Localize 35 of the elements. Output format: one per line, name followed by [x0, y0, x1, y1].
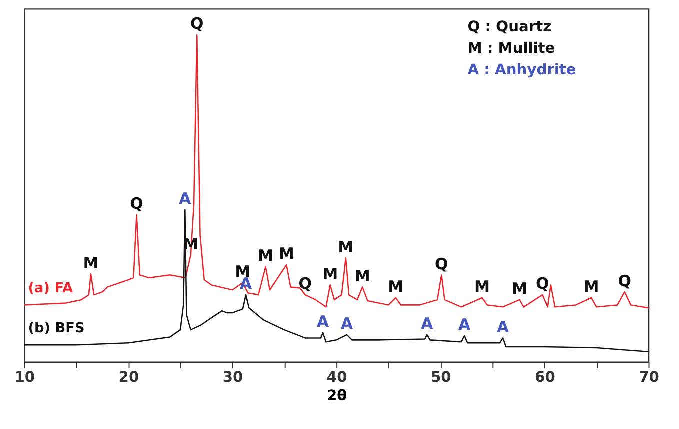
annotation: Q	[190, 15, 204, 34]
annotation: M	[388, 278, 404, 296]
annotation: A : Anhydrite	[468, 61, 576, 78]
x-tick-label: 40	[326, 369, 348, 386]
annotation: Q	[130, 195, 144, 214]
annotation: A	[340, 315, 354, 334]
annotation: M	[354, 267, 370, 286]
annotation: M	[512, 280, 528, 298]
x-tick-label: 30	[222, 369, 244, 386]
annotation: Q	[435, 255, 448, 274]
annotation: A	[497, 318, 510, 336]
annotation: M	[474, 278, 490, 296]
x-axis-title: 2θ	[326, 388, 348, 405]
x-tick-label: 20	[118, 369, 140, 386]
annotation: M	[83, 254, 99, 272]
x-tick-label: 10	[14, 369, 36, 386]
annotation: A	[317, 313, 330, 332]
annotation: M	[258, 247, 274, 266]
series-label: (b) BFS	[28, 320, 85, 336]
annotation: M	[322, 265, 338, 284]
annotation: Q	[618, 272, 632, 290]
annotation: M	[338, 238, 354, 256]
annotation: M	[278, 245, 294, 264]
x-tick-label: 70	[639, 369, 660, 386]
annotation: Q	[536, 275, 550, 294]
annotation: Q : Quartz	[468, 18, 552, 36]
series-label: (a) FA	[28, 280, 74, 297]
x-tick-label: 60	[535, 369, 556, 386]
annotation: Q	[298, 275, 312, 294]
annotation: A	[421, 315, 434, 334]
annotation: M	[584, 278, 600, 296]
x-tick-label: 50	[430, 369, 452, 386]
annotation: A	[179, 190, 192, 208]
annotation: A	[458, 316, 471, 334]
annotation: M : Mullite	[468, 40, 556, 57]
